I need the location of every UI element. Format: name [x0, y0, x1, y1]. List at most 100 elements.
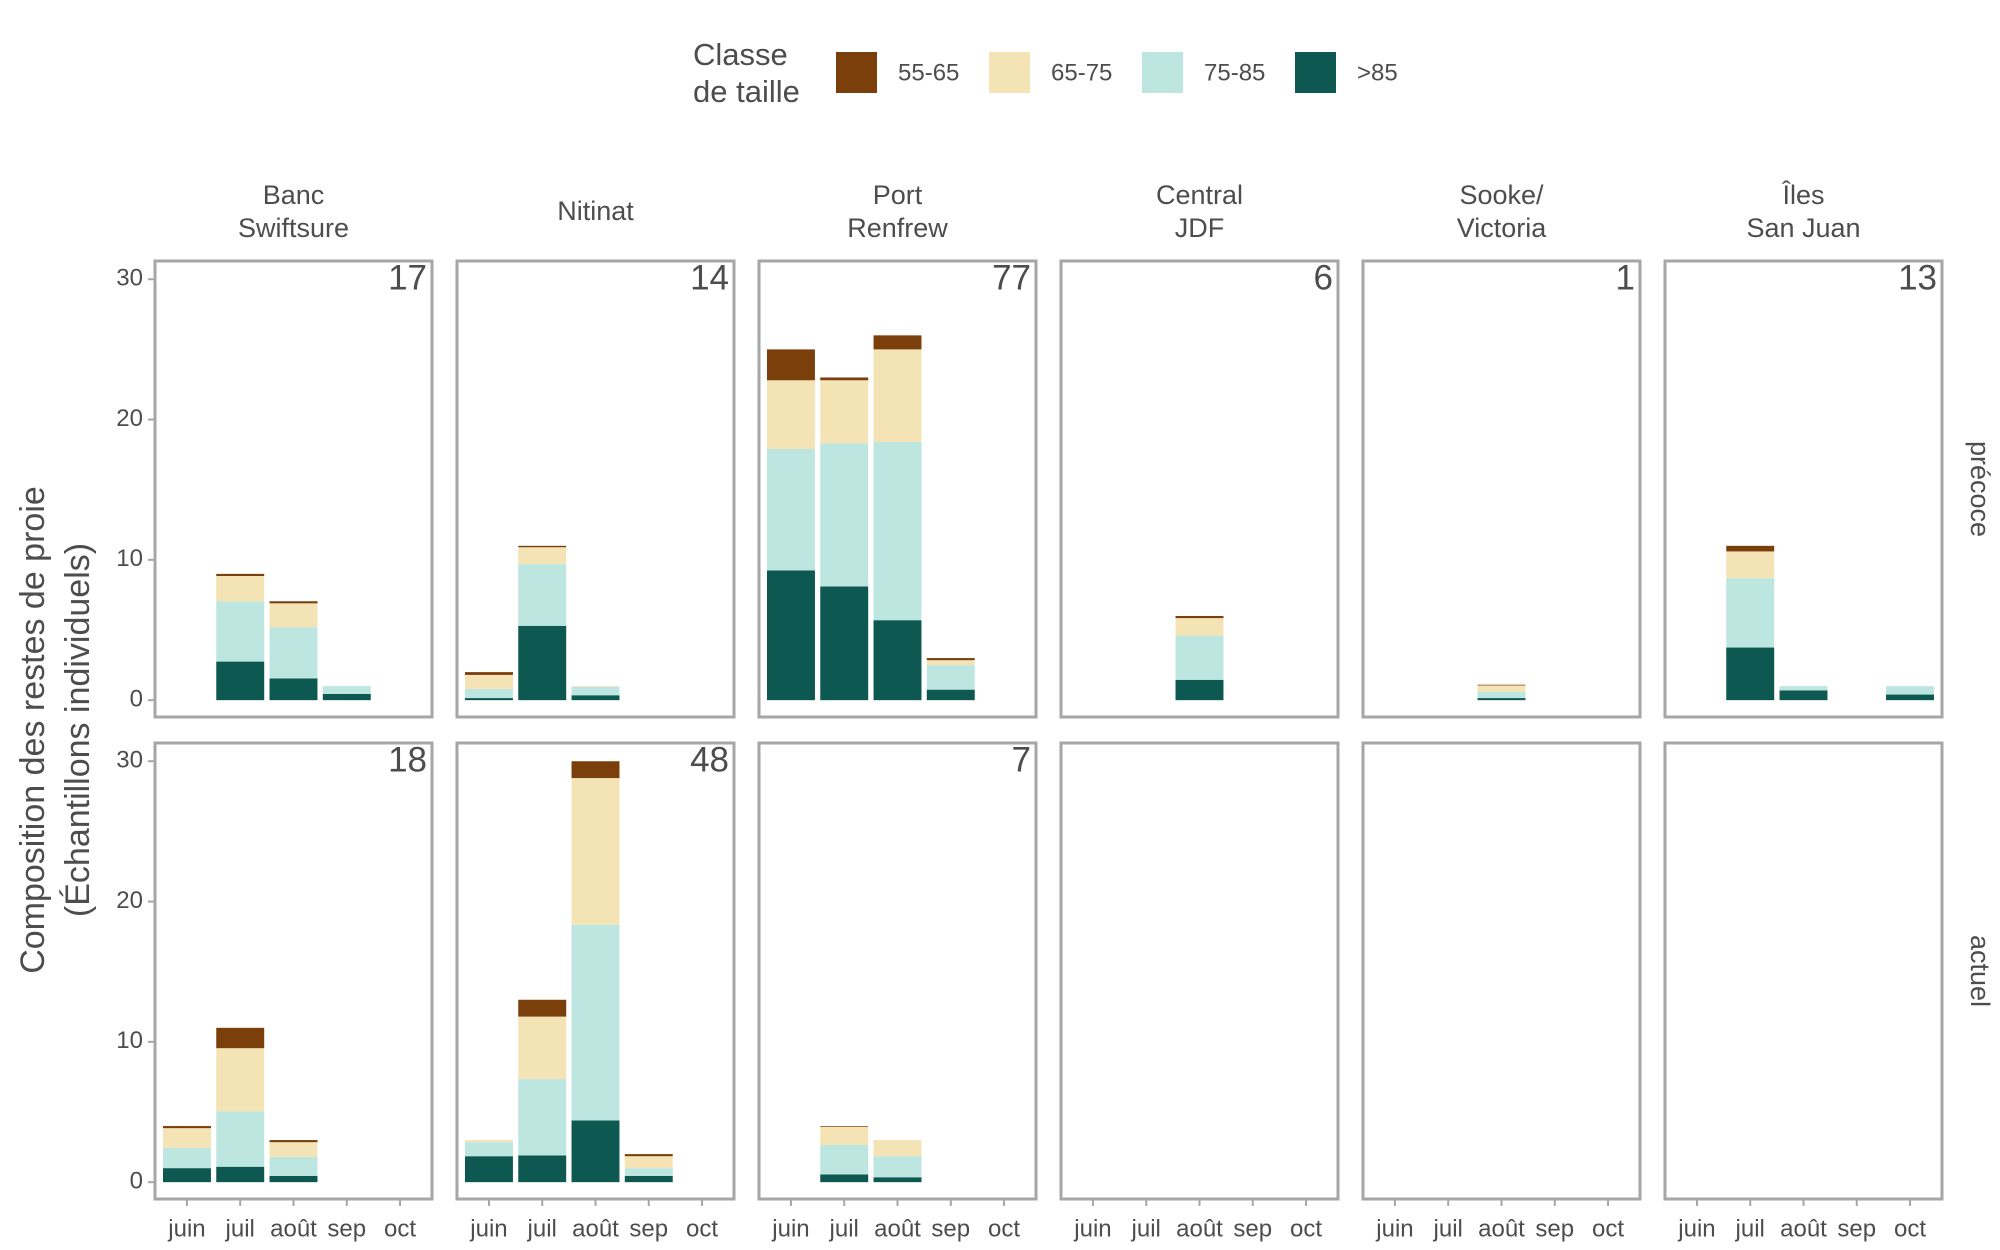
bar-segment: [269, 1156, 318, 1176]
panel-border: [1059, 259, 1340, 719]
bar-segment: [216, 573, 265, 576]
x-tick-label: sep: [1233, 1215, 1272, 1242]
bar-segment: [873, 441, 922, 621]
bar-segment: [518, 547, 567, 565]
legend-label: >85: [1357, 59, 1398, 86]
bar-segment: [518, 545, 567, 548]
bar-segment: [1477, 698, 1526, 701]
bar-segment: [1175, 635, 1224, 680]
bar-segment: [624, 1168, 673, 1176]
bar-segment: [571, 924, 620, 1121]
facet-title: Swiftsure: [238, 213, 349, 243]
bar-segment: [926, 689, 975, 701]
legend-label: 55-65: [898, 59, 959, 86]
bar-segment: [269, 1142, 318, 1157]
bar-segment: [518, 1079, 567, 1156]
bar-segment: [820, 586, 869, 701]
panel-border: [153, 741, 434, 1201]
facet-title: Renfrew: [847, 213, 948, 243]
x-tick-label: juin: [1677, 1215, 1715, 1242]
bar-segment: [322, 686, 371, 694]
bar-segment: [873, 1156, 922, 1178]
bar-segment: [216, 1048, 265, 1112]
panel-border: [455, 741, 736, 1201]
panel-annotation: 18: [388, 740, 427, 779]
x-tick-label: août: [874, 1215, 921, 1242]
bar-segment: [162, 1128, 211, 1148]
x-tick-label: juin: [771, 1215, 809, 1242]
bar-segment: [624, 1175, 673, 1183]
facet-title: Port: [873, 180, 923, 210]
bar-segment: [926, 660, 975, 666]
bar-segment: [269, 678, 318, 701]
bar-segment: [216, 601, 265, 662]
bar-segment: [269, 1140, 318, 1143]
bar-segment: [216, 1166, 265, 1183]
bar-segment: [464, 1140, 513, 1143]
bar-segment: [162, 1126, 211, 1129]
x-tick-label: juin: [167, 1215, 205, 1242]
legend-swatch: [1295, 52, 1336, 93]
x-tick-label: sep: [1535, 1215, 1574, 1242]
bar-segment: [624, 1154, 673, 1157]
bar-segment: [518, 625, 567, 701]
bar-segment: [1726, 545, 1775, 552]
panel-border: [1663, 741, 1944, 1201]
y-tick-label: 30: [116, 747, 143, 774]
facet-title: Îles: [1781, 179, 1824, 210]
bar-segment: [216, 1111, 265, 1167]
x-tick-label: oct: [1290, 1215, 1322, 1242]
bar-segment: [926, 665, 975, 690]
panel-border: [455, 259, 736, 719]
bar-segment: [766, 380, 815, 450]
bar-segment: [873, 1177, 922, 1183]
bar-segment: [464, 1156, 513, 1183]
panel-border: [757, 741, 1038, 1201]
x-tick-label: août: [1478, 1215, 1525, 1242]
panel-border: [1361, 741, 1642, 1201]
x-tick-label: oct: [1592, 1215, 1624, 1242]
bar-segment: [518, 1155, 567, 1183]
x-tick-label: juil: [1735, 1215, 1765, 1242]
bar-segment: [518, 564, 567, 626]
bar-segment: [269, 603, 318, 628]
bar-segment: [216, 661, 265, 701]
bar-segment: [571, 1120, 620, 1183]
panel-annotation: 6: [1314, 258, 1333, 297]
bar-segment: [624, 1156, 673, 1169]
y-tick-label: 10: [116, 1027, 143, 1054]
bar-segment: [322, 693, 371, 701]
bar-segment: [820, 443, 869, 587]
bar-segment: [926, 658, 975, 661]
x-tick-label: oct: [1894, 1215, 1926, 1242]
bar-segment: [1726, 647, 1775, 701]
x-tick-label: août: [270, 1215, 317, 1242]
x-tick-label: août: [1780, 1215, 1827, 1242]
bar-segment: [766, 349, 815, 381]
panel-annotation: 7: [1012, 740, 1031, 779]
y-tick-label: 0: [130, 1168, 143, 1195]
bar-segment: [820, 1144, 869, 1175]
bar-segment: [571, 778, 620, 925]
bar-segment: [571, 761, 620, 779]
panel-border: [757, 259, 1038, 719]
bar-segment: [1779, 686, 1828, 691]
x-tick-label: oct: [686, 1215, 718, 1242]
x-tick-label: sep: [327, 1215, 366, 1242]
bar-segment: [216, 1027, 265, 1049]
facet-title: Central: [1156, 180, 1243, 210]
bar-segment: [1779, 690, 1828, 701]
y-tick-label: 30: [116, 265, 143, 292]
row-label: précoce: [1965, 441, 1995, 537]
facet-title: Nitinat: [557, 196, 634, 226]
bar-segment: [873, 335, 922, 350]
x-tick-label: sep: [629, 1215, 668, 1242]
x-tick-label: juin: [1375, 1215, 1413, 1242]
bar-segment: [1726, 578, 1775, 648]
panel-border: [1361, 259, 1642, 719]
bar-segment: [269, 627, 318, 679]
x-tick-label: août: [572, 1215, 619, 1242]
bar-segment: [873, 1140, 922, 1157]
bar-segment: [1726, 551, 1775, 579]
